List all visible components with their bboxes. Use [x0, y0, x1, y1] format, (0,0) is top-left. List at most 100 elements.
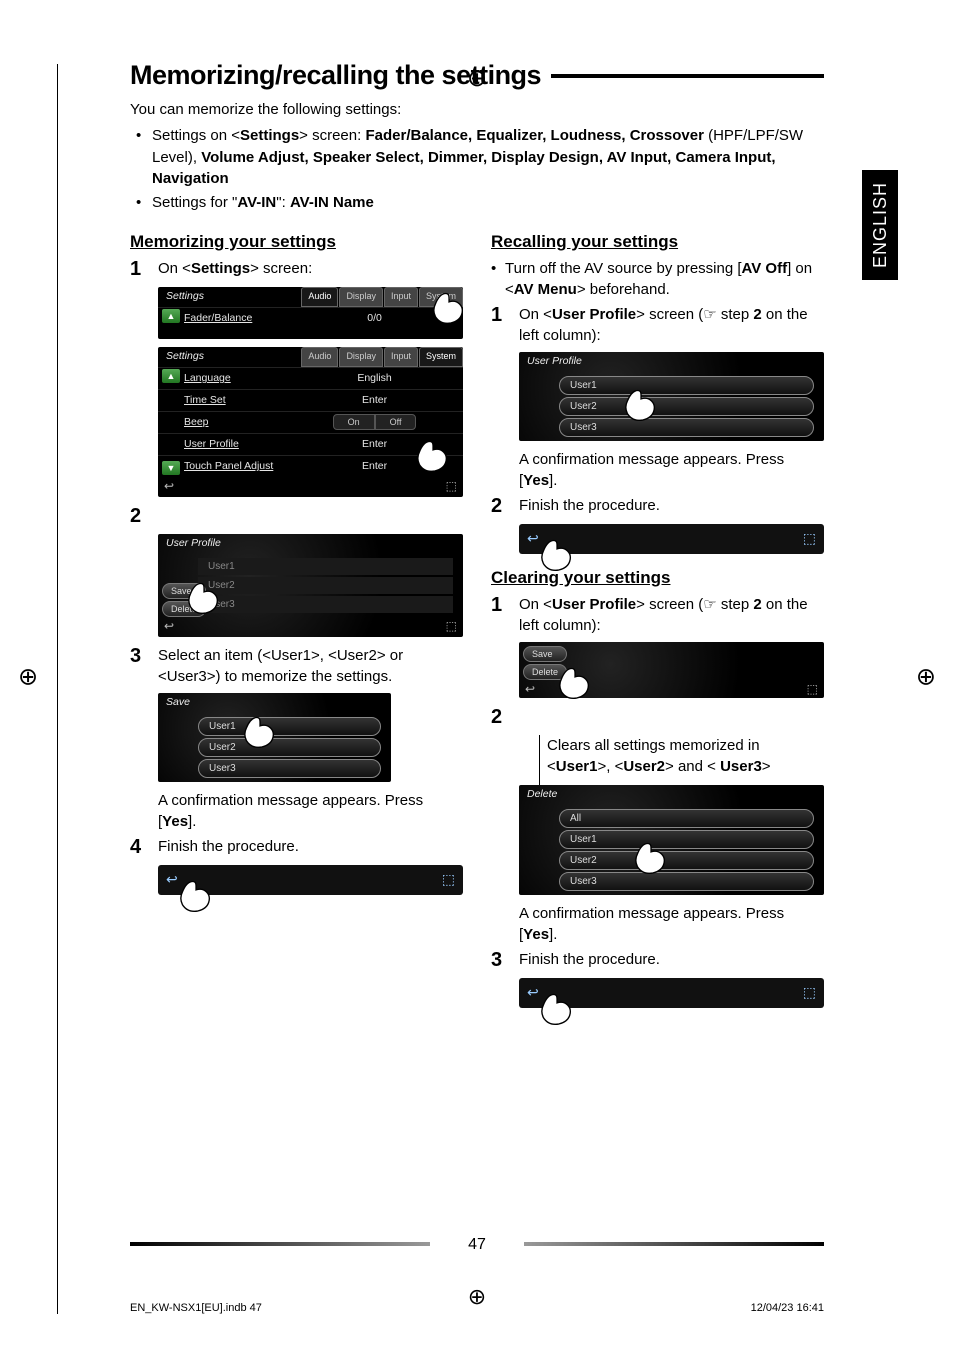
step-text: Select an item (<User1>, <User2> or <Use… [158, 645, 463, 687]
page: ⊕ ⊕ ⊕ ENGLISH Memorizing/recalling the s… [0, 0, 954, 1354]
heading-memorizing: Memorizing your settings [130, 232, 463, 252]
step-number: 3 [491, 949, 509, 972]
back-icon: ↩ [525, 682, 535, 696]
language-tab: ENGLISH [862, 170, 898, 280]
confirm-note: A confirmation message appears. Press [Y… [519, 449, 824, 491]
step-text: On <User Profile> screen (☞ step 2 on th… [519, 304, 824, 346]
shot-title: Save [158, 693, 198, 713]
shot-tab: Input [384, 287, 418, 307]
shot-tab: Display [339, 287, 383, 307]
page-number: 47 [468, 1236, 486, 1254]
home-icon: ⬚ [803, 984, 816, 1001]
step-number: 2 [491, 706, 509, 729]
row-value: English [286, 372, 463, 384]
back-icon: ↩ [164, 479, 174, 493]
clear-all-note: Clears all settings memorized in <User1>… [547, 735, 824, 777]
step-number: 3 [130, 645, 148, 687]
row-label: Time Set [158, 394, 286, 406]
home-icon: ⬚ [446, 479, 457, 493]
footer-meta: EN_KW-NSX1[EU].indb 47 12/04/23 16:41 [130, 1302, 824, 1314]
list-item: User2 [198, 577, 453, 594]
heading-recalling: Recalling your settings [491, 232, 824, 252]
list-item: User3 [559, 872, 814, 891]
pointing-hand-icon [535, 530, 577, 572]
step-number: 4 [130, 836, 148, 859]
step-number: 1 [130, 258, 148, 281]
intro-bullet: Settings for "AV-IN": AV-IN Name [130, 192, 824, 214]
pointing-hand-icon [619, 380, 661, 422]
page-rule [130, 1242, 430, 1246]
confirm-note: A confirmation message appears. Press [Y… [519, 903, 824, 945]
screenshot-settings-audio: Settings Audio Display Input System ▲ Fa… [158, 287, 463, 339]
home-icon: ⬚ [442, 871, 455, 888]
pointing-hand-icon [411, 431, 453, 473]
left-column: Memorizing your settings 1 On <Settings>… [130, 226, 463, 1016]
back-icon: ↩ [164, 619, 174, 633]
intro: You can memorize the following settings:… [130, 99, 824, 214]
pointing-hand-icon [182, 573, 224, 615]
list-item: User3 [198, 759, 381, 778]
pointing-hand-icon [427, 283, 469, 325]
step-text: Finish the procedure. [158, 836, 463, 859]
screenshot-settings-system: Settings Audio Display Input System ▲ La… [158, 347, 463, 497]
intro-line: You can memorize the following settings: [130, 99, 824, 121]
pointing-hand-icon [238, 707, 280, 749]
step-number: 2 [491, 495, 509, 518]
scroll-up-icon: ▲ [162, 369, 180, 383]
shot-tab: System [419, 347, 463, 367]
shot-title: User Profile [158, 534, 229, 554]
row-label: User Profile [158, 438, 286, 450]
screenshot-delete: Delete All User1 User2 User3 [519, 785, 824, 895]
row-value: Enter [286, 394, 463, 406]
right-column: Recalling your settings Turn off the AV … [491, 226, 824, 1016]
crop-mark-icon: ⊕ [916, 663, 936, 692]
scroll-down-icon: ▼ [162, 461, 180, 475]
home-icon: ⬚ [446, 619, 457, 633]
screenshot-footer-bar: ↩ ⬚ [519, 524, 824, 554]
home-icon: ⬚ [807, 682, 818, 696]
list-item: User2 [559, 397, 814, 416]
step-number: 2 [130, 505, 148, 528]
list-item: User1 [198, 717, 381, 736]
shot-title: Delete [519, 785, 565, 805]
step-text: Finish the procedure. [519, 949, 824, 972]
note-bullet: Turn off the AV source by pressing [AV O… [491, 258, 824, 300]
row-label: Beep [158, 416, 286, 428]
crop-mark-icon: ⊕ [467, 64, 487, 93]
list-item: All [559, 809, 814, 828]
shot-tab: Input [384, 347, 418, 367]
home-icon: ⬚ [803, 530, 816, 547]
screenshot-user-profile: User Profile User1 User2 User3 Save Dele… [158, 534, 463, 637]
shot-title: User Profile [519, 352, 590, 372]
screenshot-user-profile-recall: User Profile User1 User2 User3 [519, 352, 824, 441]
callout-line [539, 735, 549, 791]
intro-bullet: Settings on <Settings> screen: Fader/Bal… [130, 125, 824, 190]
shot-title: Settings [158, 347, 212, 367]
screenshot-footer-bar: ↩ ⬚ [519, 978, 824, 1008]
list-item: User1 [198, 558, 453, 575]
pointing-hand-icon [535, 984, 577, 1026]
pointing-hand-icon [553, 658, 595, 700]
step-text: Finish the procedure. [519, 495, 824, 518]
shot-title: Settings [158, 287, 212, 307]
confirm-note: A confirmation message appears. Press [Y… [158, 790, 463, 832]
crop-mark-icon: ⊕ [18, 663, 38, 692]
content: Memorizing/recalling the settings You ca… [130, 60, 824, 1016]
step-text: On <User Profile> screen (☞ step 2 on th… [519, 594, 824, 636]
step-text: On <Settings> screen: [158, 258, 463, 281]
list-item: User2 [559, 851, 814, 870]
shot-tab: Display [339, 347, 383, 367]
list-item: User1 [559, 830, 814, 849]
screenshot-save-delete: Save Delete ↩⬚ [519, 642, 824, 698]
pointing-hand-icon [629, 833, 671, 875]
footer-timestamp: 12/04/23 16:41 [751, 1302, 824, 1314]
list-item: User3 [198, 596, 453, 613]
step-number: 1 [491, 304, 509, 346]
shot-tab: Audio [301, 287, 338, 307]
scroll-up-icon: ▲ [162, 309, 180, 323]
step-number: 1 [491, 594, 509, 636]
row-value: OnOff [286, 414, 463, 430]
pointing-hand-icon [174, 871, 216, 913]
list-item: User2 [198, 738, 381, 757]
list-item: User3 [559, 418, 814, 437]
